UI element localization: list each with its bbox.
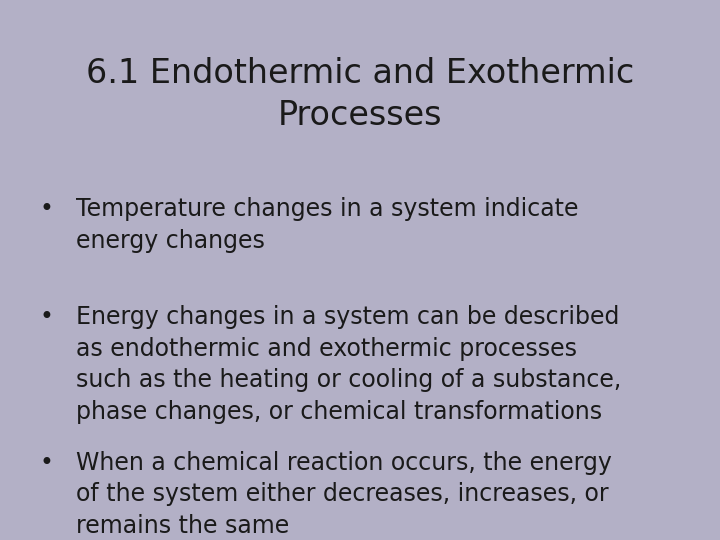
Text: When a chemical reaction occurs, the energy
of the system either decreases, incr: When a chemical reaction occurs, the ene… xyxy=(76,451,611,538)
Text: •: • xyxy=(40,197,53,221)
Text: 6.1 Endothermic and Exothermic
Processes: 6.1 Endothermic and Exothermic Processes xyxy=(86,57,634,132)
Text: Energy changes in a system can be described
as endothermic and exothermic proces: Energy changes in a system can be descri… xyxy=(76,305,621,424)
Text: •: • xyxy=(40,305,53,329)
Text: Temperature changes in a system indicate
energy changes: Temperature changes in a system indicate… xyxy=(76,197,578,253)
Text: •: • xyxy=(40,451,53,475)
